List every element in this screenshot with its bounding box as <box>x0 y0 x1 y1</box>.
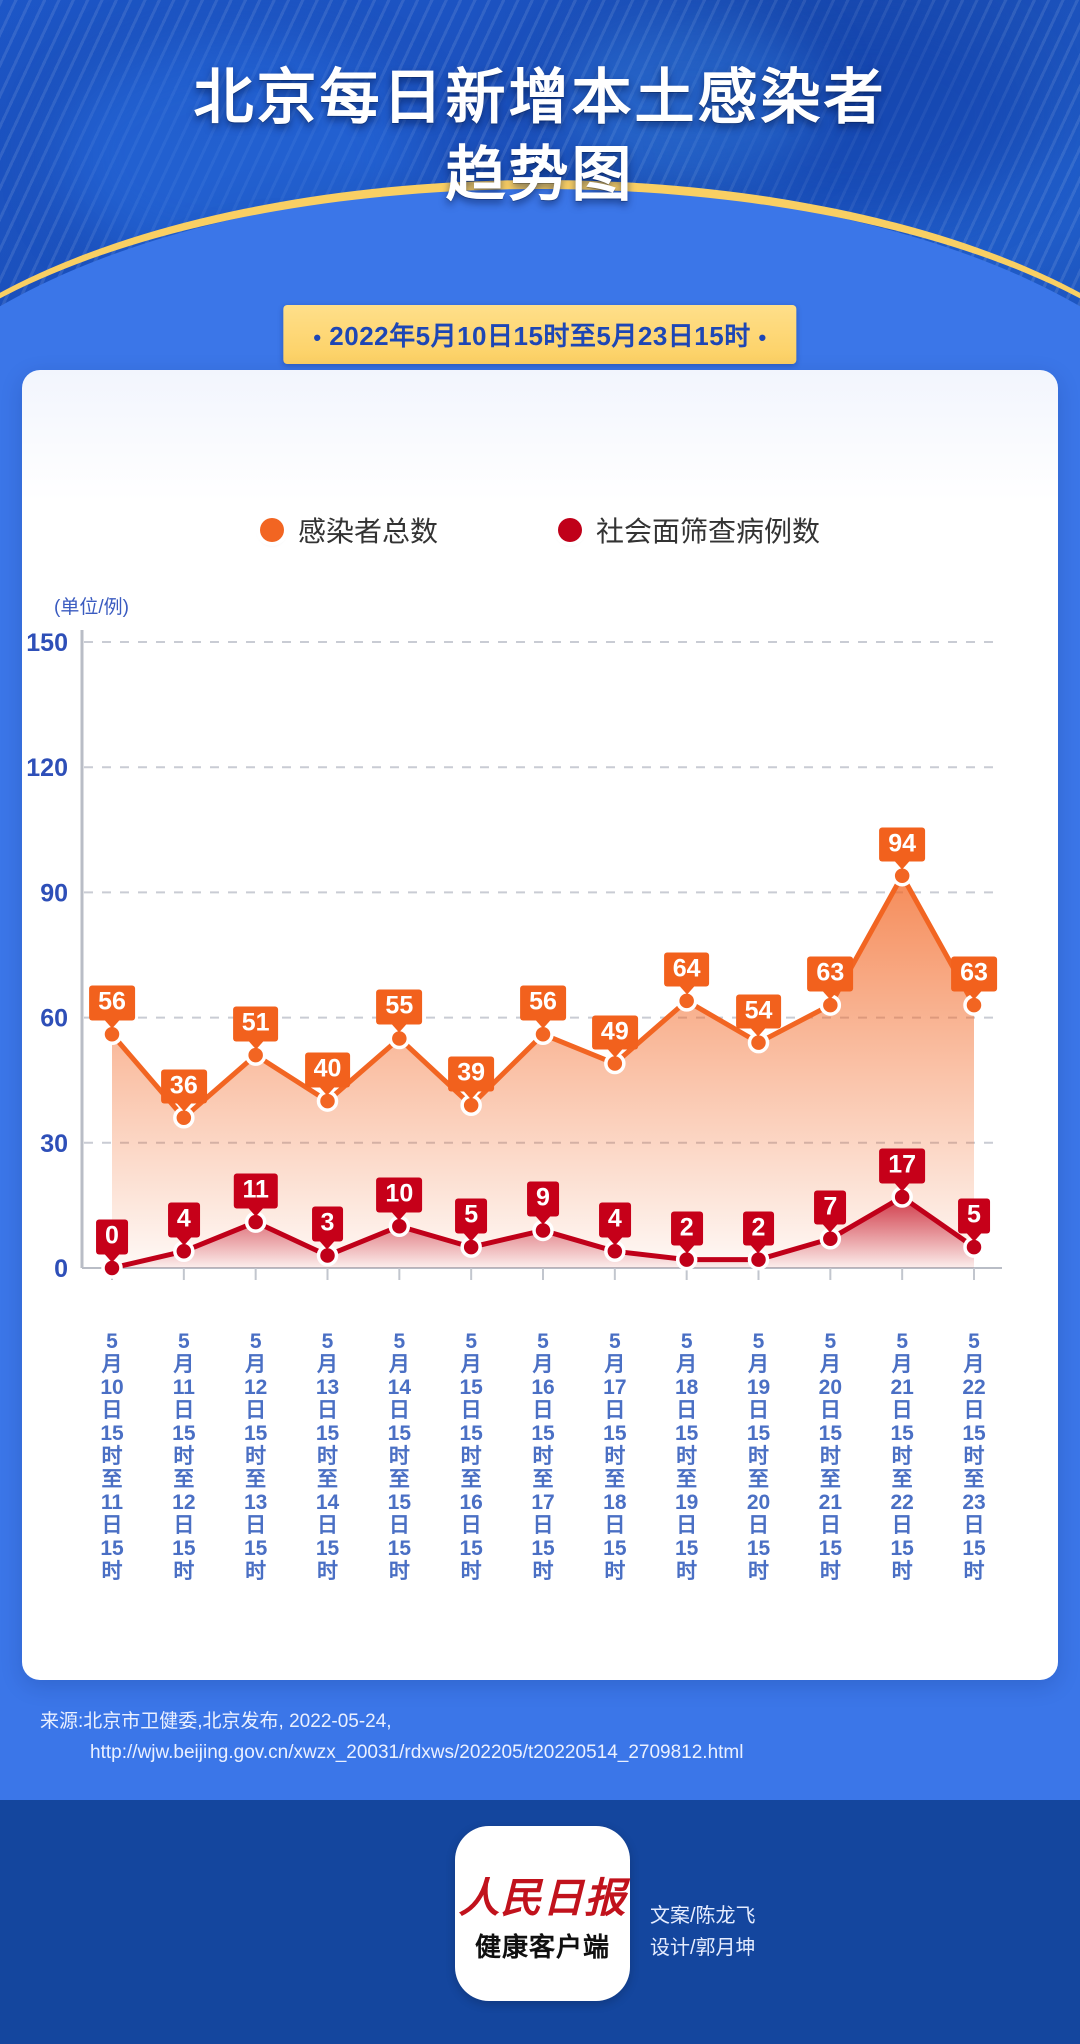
value-label: 56 <box>520 985 566 1021</box>
value-label: 39 <box>448 1056 495 1092</box>
x-axis-label-6: 5 月 16 日 15 时至 17 日 15 时 <box>531 1330 555 1583</box>
value-label: 0 <box>96 1219 128 1254</box>
footer-bar: 人民日报 健康客户端 文案/陈龙飞 设计/郭月坤 <box>0 1800 1080 2044</box>
x-axis-label-4: 5 月 14 日 15 时至 15 日 15 时 <box>387 1330 411 1583</box>
x-axis-label-9: 5 月 19 日 15 时至 20 日 15 时 <box>746 1330 771 1583</box>
value-label: 11 <box>233 1173 278 1209</box>
credits-block: 文案/陈龙飞 设计/郭月坤 <box>650 1900 756 1964</box>
value-label: 40 <box>304 1052 351 1088</box>
x-axis-label-3: 5 月 13 日 15 时至 14 日 15 时 <box>315 1330 340 1583</box>
logo-sub-text: 健康客户端 <box>474 1932 610 1962</box>
value-label: 5 <box>455 1198 488 1234</box>
date-range-badge: • 2022年5月10日15时至5月23日15时 • <box>283 305 797 364</box>
value-label: 64 <box>663 952 710 987</box>
title-line-2: 趋势图 <box>445 140 635 208</box>
bullet-right-icon: • <box>758 325 767 351</box>
bullet-left-icon: • <box>313 325 322 351</box>
value-label: 4 <box>167 1202 200 1238</box>
value-label: 10 <box>376 1177 423 1213</box>
x-axis-label-5: 5 月 15 日 15 时至 16 日 15 时 <box>459 1330 483 1583</box>
value-label: 5 <box>958 1198 990 1234</box>
source-line-1: 来源:北京市卫健委,北京发布, 2022-05-24, <box>40 1711 392 1732</box>
y-axis-tick-30: 30 <box>40 1130 68 1158</box>
logo-main-text: 人民日报 <box>458 1874 627 1921</box>
value-label: 63 <box>807 956 854 992</box>
value-label: 2 <box>670 1211 703 1246</box>
x-axis-label-12: 5 月 22 日 15 时至 23 日 15 时 <box>962 1330 986 1583</box>
value-label: 51 <box>232 1006 279 1042</box>
chart-legend: 感染者总数 社会面筛查病例数 <box>22 510 1058 550</box>
y-axis-tick-0: 0 <box>54 1255 68 1283</box>
y-axis-tick-120: 120 <box>26 754 68 782</box>
x-axis-labels: 5 月 10 日 15 时至 11 日 15 时 5 月 11 日 15 时至 12 日 15 时 5 月 12 日 15 时至 1… <box>22 1330 1058 1630</box>
legend-dot-red-icon <box>558 518 582 542</box>
value-label: 94 <box>879 827 926 862</box>
value-label: 49 <box>591 1015 638 1050</box>
value-label: 9 <box>527 1181 559 1217</box>
value-label: 2 <box>742 1211 775 1246</box>
y-axis-tick-60: 60 <box>40 1005 68 1033</box>
value-label: 17 <box>879 1148 926 1184</box>
value-label: 55 <box>376 989 423 1025</box>
x-axis-label-0: 5 月 10 日 15 时至 11 日 15 时 <box>100 1330 124 1583</box>
chart-plot-area: 0 30 60 90 120 150 56 36 51 40 55 39 56 49 64 54 63 94 63… <box>22 620 1058 1310</box>
legend-dot-orange-icon <box>259 518 284 542</box>
x-axis-label-8: 5 月 18 日 15 时至 19 日 15 时 <box>674 1330 699 1583</box>
header-texture-blob <box>560 20 820 180</box>
x-axis-label-10: 5 月 20 日 15 时至 21 日 15 时 <box>818 1330 842 1583</box>
x-axis-label-7: 5 月 17 日 15 时至 18 日 15 时 <box>603 1330 627 1583</box>
legend-label-total: 感染者总数 <box>297 516 438 547</box>
source-line-2: http://wjw.beijing.gov.cn/xwzx_20031/rdx… <box>90 1742 744 1764</box>
source-note: 来源:北京市卫健委,北京发布, 2022-05-24, http://wjw.b… <box>40 1706 1040 1769</box>
chart-card: 感染者总数 社会面筛查病例数 (单位/例) 0 30 60 90 120 150 56 36… <box>22 370 1058 1680</box>
value-label: 4 <box>598 1202 631 1238</box>
x-axis-label-1: 5 月 11 日 15 时至 12 日 15 时 <box>172 1330 196 1583</box>
x-axis-label-2: 5 月 12 日 15 时至 13 日 15 时 <box>243 1330 268 1583</box>
value-label: 63 <box>951 956 997 992</box>
value-label: 3 <box>311 1206 344 1242</box>
y-axis-tick-150: 150 <box>26 629 68 657</box>
page-title: 北京每日新增本土感染者 趋势图 <box>0 60 1080 214</box>
credit-designer: 设计/郭月坤 <box>650 1937 756 1959</box>
credit-writer: 文案/陈龙飞 <box>650 1905 756 1927</box>
date-range-text: 2022年5月10日15时至5月23日15时 <box>329 321 751 351</box>
legend-label-screening: 社会面筛查病例数 <box>596 516 821 547</box>
y-axis-unit-label: (单位/例) <box>54 597 129 618</box>
value-label: 7 <box>814 1190 847 1225</box>
value-label: 36 <box>160 1069 207 1104</box>
value-label: 54 <box>735 994 782 1029</box>
title-line-1: 北京每日新增本土感染者 <box>193 64 887 131</box>
brand-logo: 人民日报 健康客户端 <box>455 1826 630 2001</box>
legend-item-total: 感染者总数 <box>259 510 438 550</box>
y-axis-tick-90: 90 <box>40 879 68 907</box>
value-label: 56 <box>89 985 135 1021</box>
legend-item-screening: 社会面筛查病例数 <box>558 510 820 550</box>
x-axis-label-11: 5 月 21 日 15 时至 22 日 15 时 <box>890 1330 914 1583</box>
series-area-感染者总数 <box>112 875 974 1268</box>
